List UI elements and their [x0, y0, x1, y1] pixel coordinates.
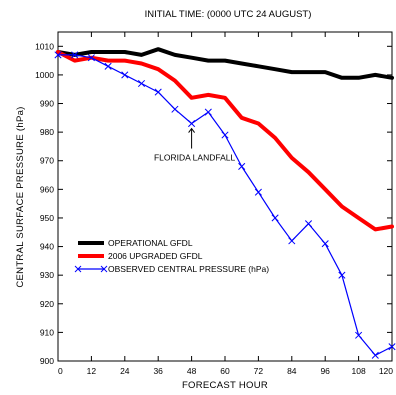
data-point [121, 71, 129, 79]
x-tick-label: 12 [87, 366, 97, 376]
y-tick-label: 930 [40, 270, 54, 280]
data-point [204, 108, 212, 116]
x-axis-label: FORECAST HOUR [182, 380, 268, 391]
data-point [238, 162, 246, 171]
legend: OPERATIONAL GFDL 2006 UPGRADED GFDL OBSERV… [74, 238, 269, 274]
y-axis: 900 910 920 930 940 950 960 970 980 990 1000 1010 [35, 41, 392, 366]
y-tick-label: 920 [40, 299, 54, 309]
x-tick-label: 120 [379, 366, 393, 376]
data-point [137, 79, 146, 88]
x-tick-label: 108 [352, 366, 366, 376]
y-axis-label: CENTRAL SURFACE PRESSURE (hPa) [15, 106, 26, 287]
data-point [104, 62, 112, 70]
series-2 [56, 50, 394, 232]
x-tick-label: 36 [153, 366, 163, 376]
x-tick-label: 72 [254, 366, 264, 376]
y-tick-label: 960 [40, 184, 54, 194]
data-point [188, 119, 196, 128]
legend-label: OBSERVED CENTRAL PRESSURE (hPa) [108, 264, 269, 274]
y-tick-label: 1000 [35, 70, 54, 80]
x-axis: 0 12 24 36 48 60 72 84 96 108 120 [57, 32, 393, 376]
data-point [304, 220, 313, 228]
annotation-layer: FLORIDA LANDFALL [154, 127, 236, 163]
y-tick-label: 980 [40, 127, 54, 137]
y-tick-label: 990 [40, 99, 54, 109]
legend-label: 2006 UPGRADED GFDL [108, 251, 203, 261]
x-tick-label: 24 [120, 366, 130, 376]
series-line [56, 50, 394, 232]
x-tick-label: 60 [220, 366, 230, 376]
data-point [87, 54, 95, 62]
legend-item: 2006 UPGRADED GFDL [78, 251, 203, 261]
x-tick-label: 0 [58, 366, 63, 376]
y-tick-label: 1010 [35, 41, 54, 51]
legend-label: OPERATIONAL GFDL [108, 238, 193, 248]
series-layer [54, 47, 396, 359]
data-point [371, 351, 379, 359]
data-point [154, 88, 162, 96]
legend-item: OBSERVED CENTRAL PRESSURE (hPa) [74, 264, 269, 274]
data-point [338, 271, 346, 279]
y-tick-label: 970 [40, 156, 54, 166]
y-tick-label: 940 [40, 242, 54, 252]
data-point [288, 237, 296, 245]
x-tick-label: 48 [187, 366, 197, 376]
annotation-label: FLORIDA LANDFALL [154, 153, 236, 163]
series-1 [56, 47, 394, 80]
data-point [321, 240, 329, 248]
y-tick-label: 950 [40, 213, 54, 223]
plot-frame [57, 31, 393, 362]
data-point [254, 188, 262, 196]
chart-title: INITIAL TIME: (0000 UTC 24 AUGUST) [145, 9, 312, 20]
series-3 [54, 51, 396, 359]
data-point [171, 105, 179, 113]
y-tick-label: 900 [40, 356, 54, 366]
series-line [56, 47, 394, 80]
data-point [388, 343, 396, 351]
x-tick-label: 96 [320, 366, 330, 376]
data-point [71, 51, 79, 59]
data-point [221, 131, 229, 139]
legend-item: OPERATIONAL GFDL [78, 238, 193, 248]
annotation-arrowhead [188, 127, 196, 133]
data-point [355, 331, 363, 339]
data-point [271, 214, 279, 222]
data-point [54, 51, 62, 59]
x-tick-label: 84 [287, 366, 297, 376]
y-tick-label: 910 [40, 327, 54, 337]
